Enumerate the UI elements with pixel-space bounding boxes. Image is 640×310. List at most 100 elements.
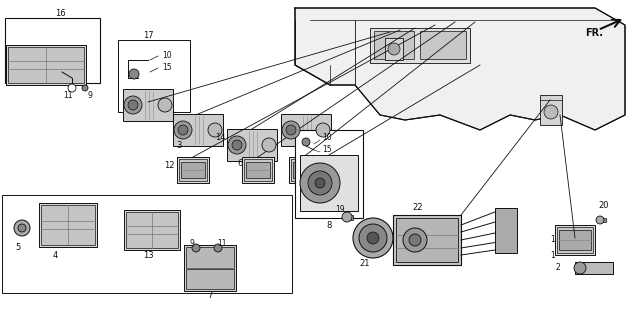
Bar [393, 215, 461, 265]
Bar [300, 155, 358, 211]
Circle shape [353, 218, 393, 258]
Bar [39, 203, 97, 247]
Text: 2: 2 [556, 264, 560, 272]
Bar [420, 31, 466, 59]
Circle shape [124, 96, 142, 114]
Circle shape [367, 232, 379, 244]
Text: 12: 12 [164, 161, 175, 170]
Circle shape [302, 138, 310, 146]
Bar [181, 162, 205, 178]
Circle shape [308, 171, 332, 195]
Circle shape [178, 125, 188, 135]
Bar [344, 215, 353, 220]
Circle shape [129, 69, 139, 79]
Text: 6: 6 [237, 158, 243, 167]
Bar [293, 162, 317, 178]
Text: 21: 21 [360, 259, 371, 268]
Circle shape [14, 220, 30, 236]
Bar [173, 114, 223, 146]
Bar [124, 210, 180, 250]
Circle shape [286, 125, 296, 135]
Circle shape [68, 84, 76, 92]
Bar [184, 245, 236, 291]
Bar [385, 38, 403, 60]
Text: 17: 17 [143, 30, 154, 39]
Circle shape [158, 98, 172, 112]
Bar [244, 159, 272, 181]
Bar [246, 162, 270, 178]
Bar [126, 212, 178, 248]
Bar [555, 225, 595, 255]
Bar [177, 157, 209, 183]
Bar [227, 129, 277, 161]
Circle shape [342, 212, 352, 222]
Bar [118, 40, 190, 112]
Bar [374, 31, 414, 59]
Text: 8: 8 [326, 222, 332, 231]
Circle shape [208, 123, 222, 137]
Circle shape [359, 224, 387, 252]
Circle shape [409, 234, 421, 246]
Circle shape [315, 178, 325, 188]
Text: 3: 3 [177, 140, 182, 149]
Bar [289, 157, 321, 183]
Text: 11: 11 [217, 238, 227, 247]
Bar [559, 230, 591, 250]
Circle shape [192, 244, 200, 252]
Text: 9: 9 [88, 91, 92, 100]
Text: 5: 5 [15, 243, 20, 253]
Bar [540, 95, 562, 125]
Text: FR.: FR. [585, 28, 603, 38]
Bar [186, 269, 234, 289]
Text: 11: 11 [63, 91, 73, 100]
Text: 22: 22 [413, 203, 423, 212]
Circle shape [214, 244, 222, 252]
Bar [557, 227, 593, 253]
Text: 9: 9 [189, 238, 195, 247]
Circle shape [82, 85, 88, 91]
Circle shape [232, 140, 242, 150]
Circle shape [596, 216, 604, 224]
Circle shape [18, 224, 26, 232]
Bar [242, 157, 274, 183]
Circle shape [300, 163, 340, 203]
Bar [5, 18, 100, 83]
Text: 10: 10 [322, 134, 332, 143]
Circle shape [228, 136, 246, 154]
Circle shape [316, 123, 330, 137]
Circle shape [544, 105, 558, 119]
Circle shape [128, 100, 138, 110]
Text: 10: 10 [162, 51, 172, 60]
Circle shape [174, 121, 192, 139]
Text: 14: 14 [216, 134, 226, 143]
Bar [396, 218, 458, 262]
Circle shape [574, 262, 586, 274]
Text: 4: 4 [52, 250, 58, 259]
Bar [370, 28, 470, 63]
Text: 1: 1 [550, 236, 555, 245]
Text: 15: 15 [322, 145, 332, 154]
Bar [8, 47, 84, 83]
Bar [41, 205, 95, 245]
Bar [123, 89, 173, 121]
Circle shape [282, 121, 300, 139]
Circle shape [262, 138, 276, 152]
Bar [6, 45, 86, 85]
Text: 13: 13 [143, 250, 154, 259]
Circle shape [403, 228, 427, 252]
Bar [281, 114, 331, 146]
Text: 15: 15 [162, 64, 172, 73]
Bar [575, 262, 613, 274]
Bar [186, 247, 234, 268]
Polygon shape [295, 8, 625, 130]
Text: 1: 1 [550, 250, 555, 259]
Bar [179, 159, 207, 181]
Bar [495, 208, 517, 253]
Text: 20: 20 [598, 201, 609, 210]
Bar [598, 218, 606, 222]
Bar [2, 195, 292, 293]
Text: 19: 19 [335, 206, 345, 215]
Circle shape [388, 43, 400, 55]
Bar [291, 159, 319, 181]
Bar [295, 130, 363, 218]
